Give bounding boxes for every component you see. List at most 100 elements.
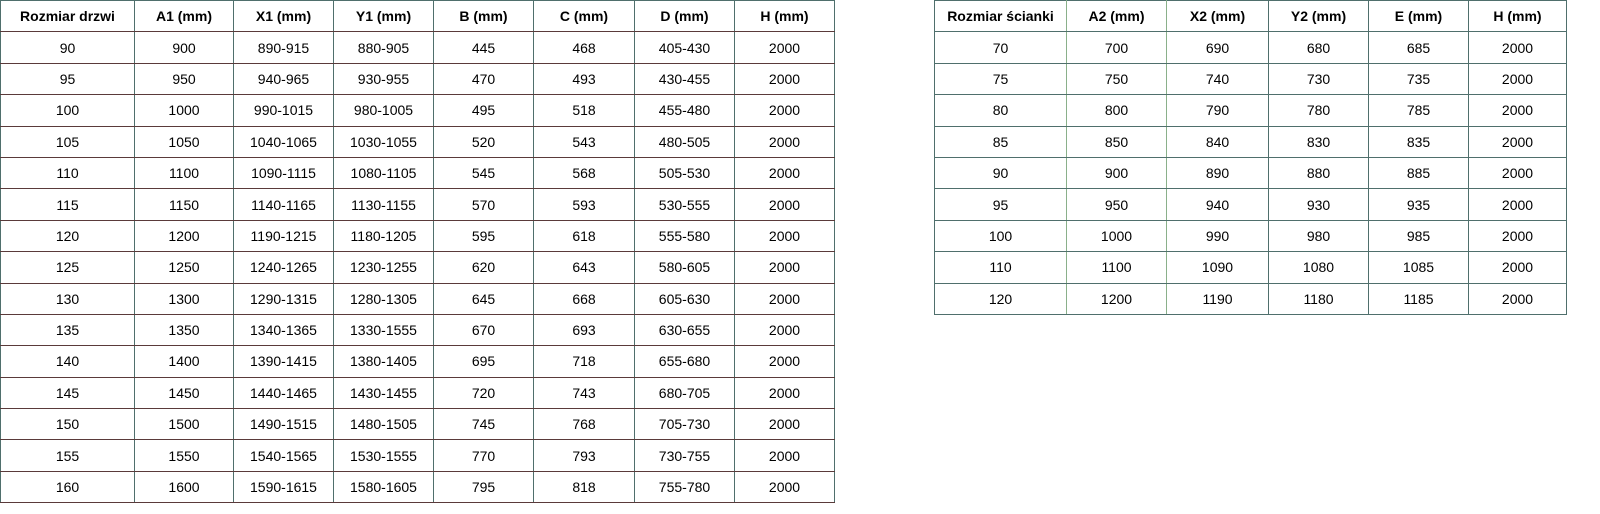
table-cell: 680 [1268, 31, 1369, 64]
table-cell: 468 [533, 31, 635, 64]
table-cell: 1140-1165 [233, 188, 334, 221]
table-cell: 930-955 [333, 62, 434, 96]
table-cell: 1590-1615 [233, 470, 334, 504]
table-row: 90 900 890 880 885 2000 [934, 156, 1567, 190]
table-cell: 750 [1066, 62, 1167, 96]
table-cell: 90 [934, 156, 1067, 190]
table-cell: 743 [533, 376, 635, 410]
table-cell: 110 [0, 156, 135, 190]
table-row: 95 950 940 930 935 2000 [934, 188, 1567, 221]
table-cell: 1050 [134, 125, 234, 158]
table-cell: 618 [533, 219, 635, 253]
table-cell: 1250 [134, 251, 234, 284]
table-cell: 2000 [734, 439, 835, 472]
table-cell: 768 [533, 408, 635, 441]
table-cell: 1180-1205 [333, 219, 434, 253]
table-cell: 630-655 [634, 313, 735, 347]
table-cell: 2000 [734, 156, 835, 190]
column-header: X2 (mm) [1166, 0, 1269, 33]
table-cell: 1200 [1066, 282, 1167, 315]
table-row: 150 1500 1490-1515 1480-1505 745 768 705-730 20… [0, 408, 835, 441]
table-cell: 70 [934, 31, 1067, 64]
table-cell: 1400 [134, 345, 234, 378]
table-cell: 930 [1268, 188, 1369, 221]
table-cell: 1030-1055 [333, 125, 434, 158]
table-cell: 990 [1166, 219, 1269, 253]
column-header: H (mm) [734, 0, 835, 33]
table-cell: 985 [1368, 219, 1469, 253]
table-cell: 1085 [1368, 251, 1469, 284]
table-cell: 580-605 [634, 251, 735, 284]
table-cell: 120 [934, 282, 1067, 315]
table-cell: 568 [533, 156, 635, 190]
column-header: E (mm) [1368, 0, 1469, 33]
table-cell: 110 [934, 251, 1067, 284]
table-cell: 1130-1155 [333, 188, 434, 221]
table-cell: 105 [0, 125, 135, 158]
column-header: H (mm) [1468, 0, 1567, 33]
table-cell: 1230-1255 [333, 251, 434, 284]
table-cell: 155 [0, 439, 135, 472]
table-cell: 620 [433, 251, 534, 284]
table-row: 135 1350 1340-1365 1330-1555 670 693 630-655 20… [0, 313, 835, 347]
table-cell: 705-730 [634, 408, 735, 441]
table-row: 145 1450 1440-1465 1430-1455 720 743 680-705 20… [0, 376, 835, 410]
table-cell: 75 [934, 62, 1067, 96]
table-cell: 505-530 [634, 156, 735, 190]
table-cell: 1040-1065 [233, 125, 334, 158]
table-cell: 518 [533, 94, 635, 127]
table-row: 80 800 790 780 785 2000 [934, 94, 1567, 127]
table-cell: 2000 [734, 62, 835, 96]
table-cell: 835 [1368, 125, 1469, 158]
table-cell: 2000 [1468, 125, 1567, 158]
table-cell: 770 [433, 439, 534, 472]
table-cell: 520 [433, 125, 534, 158]
table-cell: 890 [1166, 156, 1269, 190]
table-cell: 605-630 [634, 282, 735, 315]
table-cell: 785 [1368, 94, 1469, 127]
table-cell: 880 [1268, 156, 1369, 190]
table-cell: 645 [433, 282, 534, 315]
table-cell: 1150 [134, 188, 234, 221]
table-cell: 1330-1555 [333, 313, 434, 347]
table-cell: 1600 [134, 470, 234, 504]
table-cell: 2000 [1468, 188, 1567, 221]
table-cell: 100 [0, 94, 135, 127]
table-cell: 1340-1365 [233, 313, 334, 347]
table-cell: 430-455 [634, 62, 735, 96]
table-cell: 1300 [134, 282, 234, 315]
table-cell: 1090-1115 [233, 156, 334, 190]
table-cell: 695 [433, 345, 534, 378]
table-cell: 1550 [134, 439, 234, 472]
table-cell: 1240-1265 [233, 251, 334, 284]
table-cell: 445 [433, 31, 534, 64]
table-cell: 718 [533, 345, 635, 378]
table-cell: 2000 [734, 408, 835, 441]
table-cell: 670 [433, 313, 534, 347]
table-cell: 1390-1415 [233, 345, 334, 378]
table-cell: 720 [433, 376, 534, 410]
table-cell: 2000 [734, 470, 835, 504]
table-cell: 95 [0, 62, 135, 96]
table-cell: 2000 [1468, 219, 1567, 253]
table-cell: 735 [1368, 62, 1469, 96]
column-header: C (mm) [533, 0, 635, 33]
table-cell: 1200 [134, 219, 234, 253]
table-cell: 2000 [734, 376, 835, 410]
table-row: 125 1250 1240-1265 1230-1255 620 643 580-605 20… [0, 251, 835, 284]
table-cell: 980-1005 [333, 94, 434, 127]
table-cell: 1190-1215 [233, 219, 334, 253]
table-row: 70 700 690 680 685 2000 [934, 31, 1567, 64]
table-cell: 740 [1166, 62, 1269, 96]
table-cell: 2000 [1468, 282, 1567, 315]
table-cell: 1480-1505 [333, 408, 434, 441]
table-cell: 800 [1066, 94, 1167, 127]
table-cell: 685 [1368, 31, 1469, 64]
table-cell: 1450 [134, 376, 234, 410]
table-cell: 900 [1066, 156, 1167, 190]
table-cell: 900 [134, 31, 234, 64]
column-header: D (mm) [634, 0, 735, 33]
table-cell: 1440-1465 [233, 376, 334, 410]
table-cell: 1185 [1368, 282, 1469, 315]
table-row: 110 1100 1090-1115 1080-1105 545 568 505-530 20… [0, 156, 835, 190]
